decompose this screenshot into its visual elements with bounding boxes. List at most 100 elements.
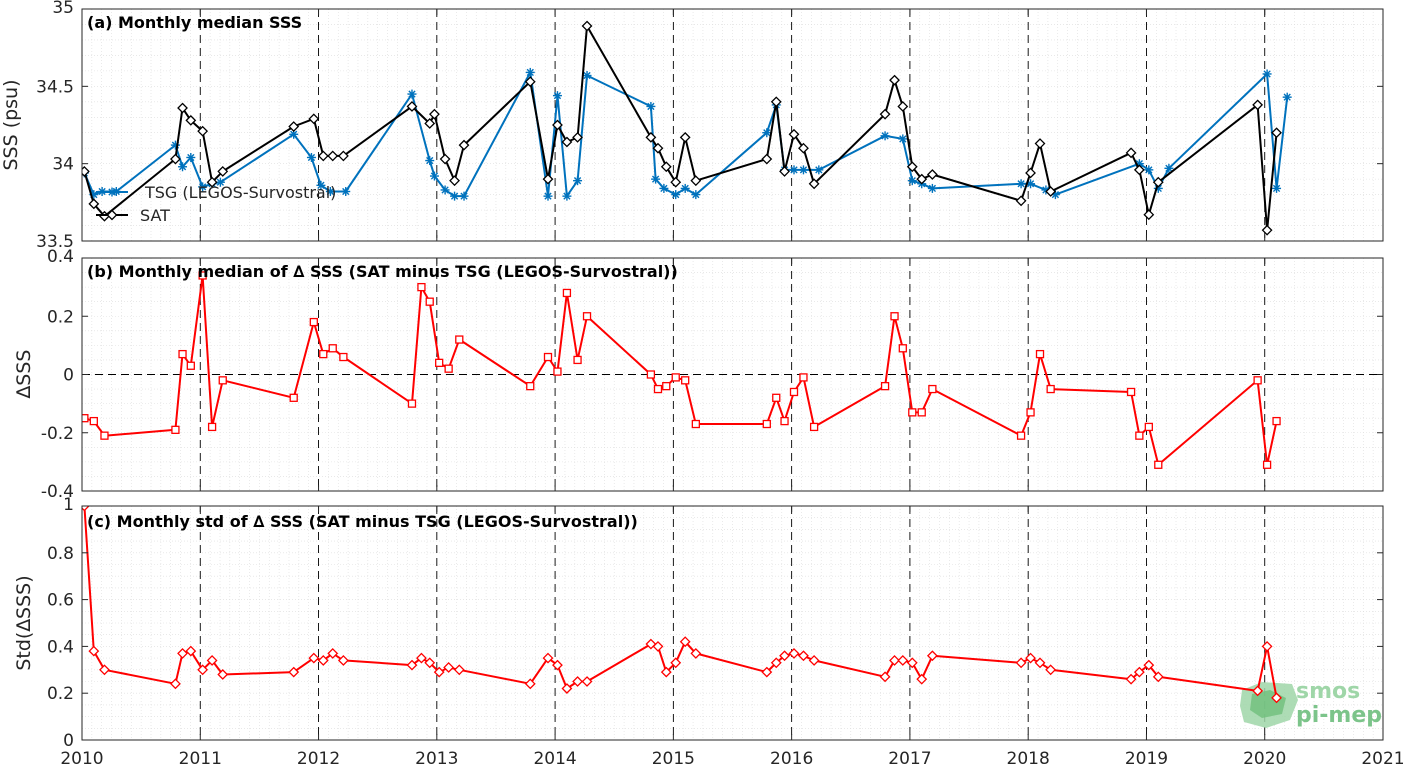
x-tick-label: 2010 [60,749,103,768]
panel-c-title: (c) Monthly std of ∆ SSS (SAT minus TSG … [87,512,638,531]
y-tick-label: 35 [52,0,74,18]
data-point-diamond [337,150,349,162]
data-point-square [553,367,562,376]
data-point-square [407,399,417,408]
data-point-square [928,384,937,394]
data-point-diamond [1015,195,1027,207]
y-tick-label: 0 [63,366,74,386]
data-point-square [662,381,671,391]
legend-tsg-label: TSG (LEGOS-Survostral) [144,183,336,202]
data-point-square [789,387,799,397]
data-point-square [908,408,917,417]
legend: TSG (LEGOS-Survostral) SAT [96,183,336,225]
data-point-diamond [916,673,928,685]
panel-a: 33.5 34 34.5 35 (a) Monthly median SSS SSS … [0,0,1384,252]
data-point-square [799,373,808,382]
data-point-diamond [1133,666,1145,678]
data-point-square [455,335,464,344]
data-point-square [1272,416,1281,426]
data-point-diamond [897,655,909,666]
data-point-diamond [317,655,329,666]
data-point-diamond [449,175,460,187]
data-point-star [198,182,208,192]
data-point-square [1016,431,1026,440]
data-point-square [1026,408,1035,417]
data-point-diamond [308,652,320,664]
data-point-diamond [1261,640,1273,652]
data-point-diamond [458,139,470,151]
data-point-diamond [679,636,691,648]
data-point-diamond [99,664,110,676]
data-point-diamond [916,173,928,185]
data-point-square [178,349,187,359]
data-point-star [814,165,824,175]
data-point-square [1253,376,1262,385]
panel-b-y-ticks: -0.4 -0.2 0 0.2 0.4 [41,247,1384,502]
data-point-diamond [424,118,436,129]
data-point-star [927,183,937,193]
data-point-diamond [1133,164,1145,176]
legend-sat-label: SAT [140,206,170,225]
y-tick-label: -0.4 [41,482,74,502]
data-point-diamond [1143,659,1155,671]
y-tick-label: 0.2 [47,307,74,327]
data-point-star [215,177,225,187]
data-point-diamond [88,645,100,657]
data-point-square [1144,422,1153,432]
data-point-star [1164,163,1174,173]
data-point-star [651,174,661,184]
data-point-square [1135,431,1144,440]
data-point-square [772,393,781,402]
data-point-star [1144,165,1154,175]
data-point-diamond [185,645,197,657]
data-point-diamond [552,119,563,131]
smos-pi-mep-logo: smos pi-mep [1240,679,1382,728]
data-point-diamond [1261,224,1273,236]
data-point-square [171,425,180,434]
data-point-diamond [1271,127,1282,139]
data-point-diamond [217,669,229,680]
data-point-diamond [433,666,445,678]
data-point-diamond [443,662,455,673]
data-point-diamond [317,150,329,162]
x-tick-label: 2014 [533,749,576,768]
data-point-diamond [897,101,909,112]
data-point-diamond [453,664,465,676]
panel-b-grid [82,258,1383,491]
data-point-diamond [1045,664,1057,676]
data-point-diamond [581,20,593,32]
data-point-star [573,176,583,186]
panel-a-y-ticks: 33.5 34 34.5 35 [36,0,1384,252]
data-point-diamond [1125,147,1137,159]
data-point-diamond [652,640,664,652]
data-point-square [691,419,700,429]
data-point-diamond [197,664,209,676]
data-point-square [1035,349,1045,359]
data-point-diamond [82,165,90,177]
panel-b-series [82,271,1281,469]
data-point-square [809,422,819,432]
data-point-square [1046,384,1055,394]
panel-b-y-label: ∆SSS [13,350,35,400]
data-point-diamond [552,659,563,671]
y-tick-label: -0.2 [41,424,74,444]
data-point-diamond [288,666,300,678]
data-point-diamond [690,175,702,187]
data-point-square [82,414,89,423]
data-point-diamond [798,650,809,662]
data-point-square [898,344,907,353]
data-point-diamond [808,178,820,190]
data-point-star [898,134,908,144]
data-point-square [762,419,771,429]
y-tick-label: 0 [63,731,74,751]
data-point-diamond [197,125,209,137]
data-point-star [789,165,799,175]
data-point-diamond [670,657,682,669]
data-point-star [762,128,772,138]
data-point-diamond [177,648,188,659]
data-point-star [880,131,890,141]
x-tick-label: 2012 [297,749,340,768]
panel-b: -0.4 -0.2 0 0.2 0.4 (b) Monthly median of ∆ … [13,247,1384,502]
data-point-star [671,190,681,200]
x-tick-label: 2020 [1243,749,1286,768]
